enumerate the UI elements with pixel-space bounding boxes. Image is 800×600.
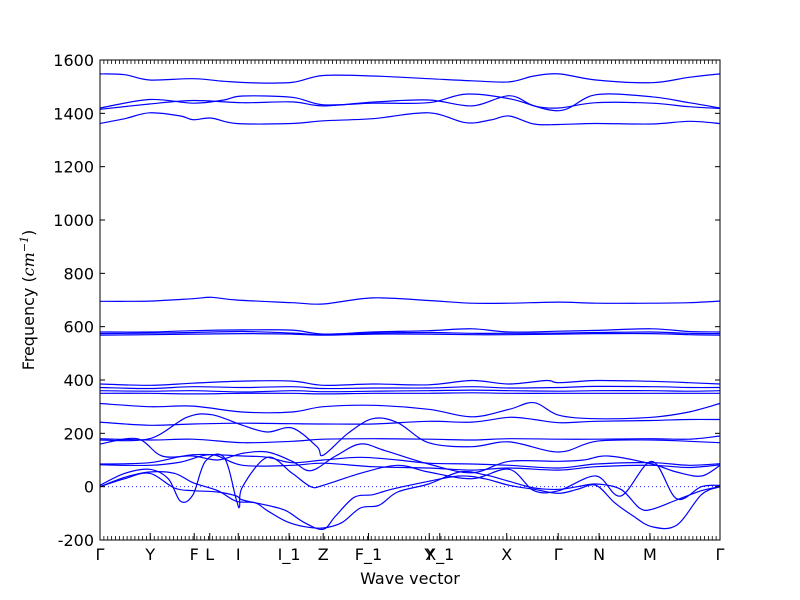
phonon-band-line: [100, 472, 720, 531]
phonon-band-line: [100, 330, 720, 336]
y-axis-title-unit: cm: [19, 252, 38, 276]
x-tick-label: Γ: [96, 545, 105, 564]
x-tick-label: X: [501, 545, 512, 564]
x-tick-label: Y: [423, 545, 434, 564]
x-tick-label: I: [236, 545, 241, 564]
x-tick-label: I_1: [278, 545, 301, 565]
y-tick-label: -200: [58, 531, 94, 550]
phonon-band-line: [100, 389, 720, 393]
phonon-band-line: [100, 453, 720, 509]
x-tick-label: F: [190, 545, 199, 564]
y-tick-label: 800: [63, 264, 94, 283]
x-tick-label: F_1: [355, 545, 382, 565]
y-axis-title: Frequency (cm−1): [18, 230, 38, 371]
phonon-band-line: [100, 435, 720, 444]
y-tick-label: 1000: [53, 211, 94, 230]
y-tick-label: 600: [63, 318, 94, 337]
y-tick-label: 1200: [53, 158, 94, 177]
y-tick-label: 400: [63, 371, 94, 390]
phonon-band-line: [100, 73, 720, 84]
phonon-band-line: [100, 95, 720, 110]
x-tick-label: Y: [144, 545, 155, 564]
x-tick-label: Γ: [554, 545, 563, 564]
phonon-band-line: [100, 437, 720, 477]
y-tick-label: 1600: [53, 51, 94, 70]
phonon-band-line: [100, 392, 720, 395]
x-tick-label: X_1: [425, 545, 454, 565]
phonon-band-line: [100, 416, 720, 426]
y-tick-label: 1400: [53, 104, 94, 123]
phonon-band-line: [100, 112, 720, 126]
x-tick-label: N: [593, 545, 605, 564]
phonon-band-line: [100, 454, 720, 471]
phonon-band-line: [100, 402, 720, 420]
x-axis-title: Wave vector: [360, 569, 460, 588]
y-axis-title-suffix: ): [19, 230, 38, 236]
y-tick-label: 200: [63, 424, 94, 443]
phonon-band-line: [100, 93, 720, 112]
phonon-band-line: [100, 385, 720, 390]
x-tick-label: Z: [318, 545, 329, 564]
phonon-band-line: [100, 328, 720, 335]
phonon-band-line: [100, 379, 720, 386]
y-tick-label: 0: [84, 478, 94, 497]
y-axis-title-exponent: −1: [18, 236, 31, 252]
phonon-band-line: [100, 296, 720, 305]
phonon-band-line: [100, 453, 720, 469]
y-axis-title-prefix: Frequency (: [19, 276, 38, 370]
series-layer: [100, 73, 720, 531]
phonon-band-line: [100, 332, 720, 336]
x-axis: Γ Y F L I I_1 Z F_1 YX_1 X Γ N M Γ: [96, 60, 725, 565]
x-tick-label: L: [205, 545, 214, 564]
y-axis: -200 0 200 400 600 800 1000 1200 1400 1600: [53, 51, 720, 550]
x-tick-label: M: [643, 545, 657, 564]
phonon-band-line: [100, 470, 720, 529]
phonon-band-line: [100, 413, 720, 457]
x-tick-label: Γ: [716, 545, 725, 564]
